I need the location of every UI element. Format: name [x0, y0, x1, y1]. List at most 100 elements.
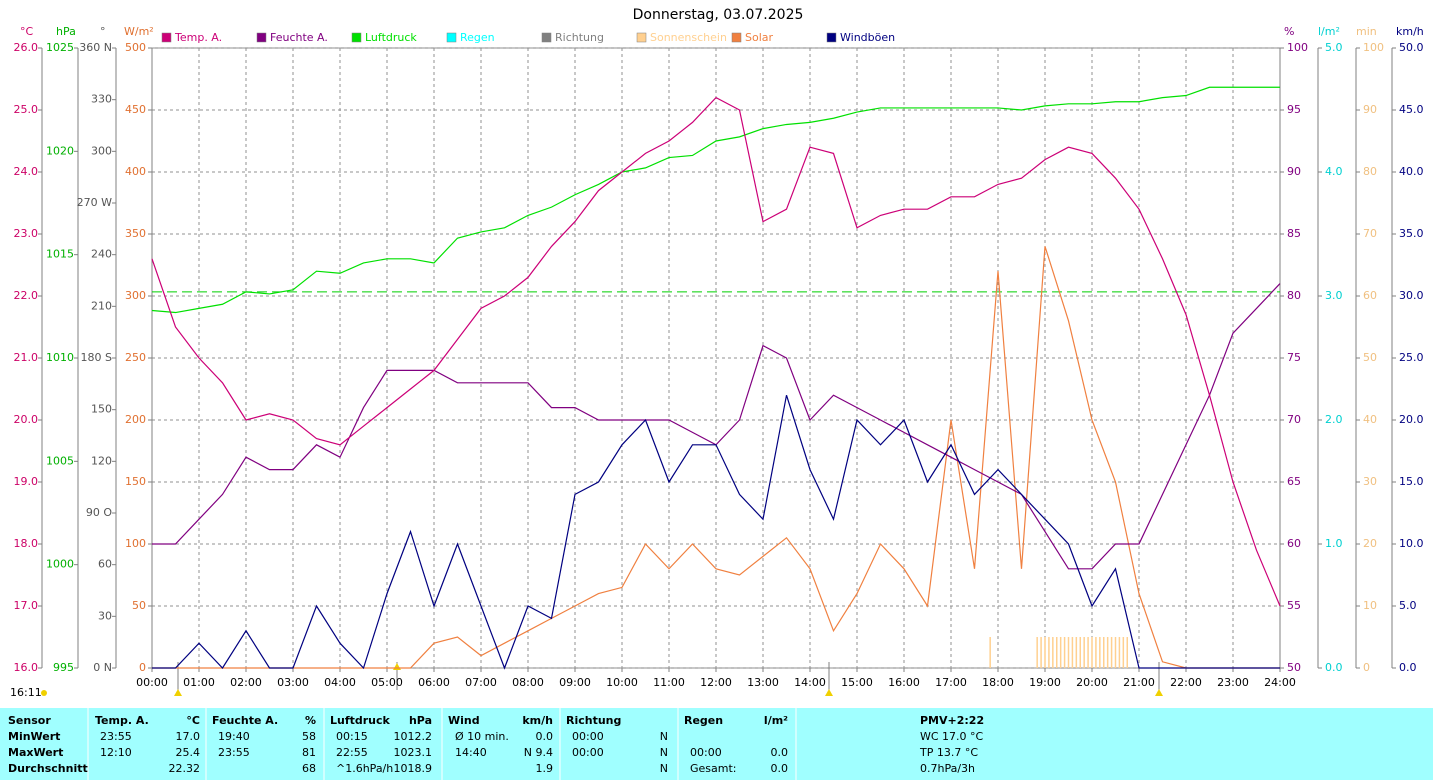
y-tick-label: 26.0	[14, 41, 39, 54]
table-header: °C	[186, 714, 200, 727]
table-cell: 68	[302, 762, 316, 775]
table-cell: 00:00	[572, 730, 604, 743]
table-dividers	[87, 708, 797, 780]
y-tick-label: 270 W	[77, 196, 112, 209]
y-tick-label: 25.0	[14, 103, 39, 116]
legend-label: Solar	[745, 31, 774, 44]
y-tick-label: 450	[125, 103, 146, 116]
legend-swatch	[446, 32, 457, 43]
y-tick-label: 90 O	[86, 506, 112, 519]
x-tick-label: 24:00	[1264, 676, 1296, 689]
table-cell: 00:00	[572, 746, 604, 759]
x-tick-label: 21:00	[1123, 676, 1155, 689]
y-tick-label: 50	[132, 599, 146, 612]
table-header: Luftdruck	[330, 714, 391, 727]
y-tick-label: 350	[125, 227, 146, 240]
x-tick-label: 16:00	[888, 676, 920, 689]
table-cell: 1.9	[536, 762, 554, 775]
y-tick-label: 90	[1363, 103, 1377, 116]
table-cell: 0.0	[771, 762, 789, 775]
table-cell: 1018.9	[394, 762, 433, 775]
x-tick-label: 12:00	[700, 676, 732, 689]
table-cell: N	[660, 730, 668, 743]
table-cell: Durchschnitt	[8, 762, 88, 775]
table-header: Feuchte A.	[212, 714, 278, 727]
series-line	[151, 86, 1280, 314]
table-cell: 0.0	[771, 746, 789, 759]
x-tick-label: 10:00	[606, 676, 638, 689]
y-tick-label: 100	[1363, 41, 1384, 54]
x-tick-label: 09:00	[559, 676, 591, 689]
x-tick-label: 08:00	[512, 676, 544, 689]
y-tick-label: 150	[125, 475, 146, 488]
legend-label: Sonnenschein	[650, 31, 727, 44]
table-cell: 12:10	[100, 746, 132, 759]
y-tick-label: 30.0	[1399, 289, 1424, 302]
y-tick-label: 70	[1363, 227, 1377, 240]
axis-unit: °C	[20, 25, 34, 38]
table-cell: 25.4	[176, 746, 201, 759]
y-tick-label: 15.0	[1399, 475, 1424, 488]
y-tick-label: 0	[139, 661, 146, 674]
y-tick-label: 24.0	[14, 165, 39, 178]
y-tick-label: 65	[1287, 475, 1301, 488]
legend-swatch	[161, 32, 172, 43]
table-header: l/m²	[764, 714, 788, 727]
table-cell: 58	[302, 730, 316, 743]
table-cell: 0.7hPa/3h	[920, 762, 975, 775]
y-tick-label: 85	[1287, 227, 1301, 240]
x-tick-label: 06:00	[418, 676, 450, 689]
x-tick-label: 15:00	[841, 676, 873, 689]
y-tick-label: 80	[1363, 165, 1377, 178]
y-tick-label: 95	[1287, 103, 1301, 116]
y-tick-label: 25.0	[1399, 351, 1424, 364]
table-cell: 00:15	[336, 730, 368, 743]
y-tick-label: 330	[91, 93, 112, 106]
y-tick-label: 20.0	[1399, 413, 1424, 426]
chart-title: Donnerstag, 03.07.2025	[633, 7, 804, 23]
x-tick-label: 02:00	[230, 676, 262, 689]
y-tick-label: 22.0	[14, 289, 39, 302]
y-tick-label: 50	[1287, 661, 1301, 674]
axis-unit: min	[1356, 25, 1377, 38]
legend-swatch	[541, 32, 552, 43]
y-tick-label: 50.0	[1399, 41, 1424, 54]
axis-unit: l/m²	[1318, 25, 1340, 38]
y-tick-label: 90	[1287, 165, 1301, 178]
legend-label: Regen	[460, 31, 495, 44]
table-cell: ^1.6hPa/h	[336, 762, 393, 775]
table-header: Sensor	[8, 714, 51, 727]
y-tick-label: 45.0	[1399, 103, 1424, 116]
y-tick-label: 400	[125, 165, 146, 178]
y-tick-label: 5.0	[1325, 41, 1343, 54]
y-tick-label: 60	[1363, 289, 1377, 302]
legend-swatch	[826, 32, 837, 43]
legend-swatch	[351, 32, 362, 43]
y-tick-label: 23.0	[14, 227, 39, 240]
y-tick-label: 250	[125, 351, 146, 364]
y-tick-label: 300	[125, 289, 146, 302]
legend-label: Richtung	[555, 31, 604, 44]
axis-unit: °	[100, 25, 106, 38]
legend-swatch	[256, 32, 267, 43]
y-tick-label: 55	[1287, 599, 1301, 612]
legend-swatch	[731, 32, 742, 43]
stats-table-bg	[0, 708, 1433, 780]
y-tick-label: 1005	[46, 454, 74, 467]
x-tick-label: 05:00	[371, 676, 403, 689]
legend-swatch	[636, 32, 647, 43]
table-cell: 1023.1	[394, 746, 433, 759]
x-tick-label: 22:00	[1170, 676, 1202, 689]
series-line	[151, 96, 1281, 607]
y-tick-label: 20	[1363, 537, 1377, 550]
x-tick-label: 17:00	[935, 676, 967, 689]
table-header: Regen	[684, 714, 723, 727]
x-tick-label: 14:00	[794, 676, 826, 689]
table-cell: 22:55	[336, 746, 368, 759]
table-cell: 14:40	[455, 746, 487, 759]
y-tick-label: 100	[125, 537, 146, 550]
y-tick-label: 240	[91, 248, 112, 261]
series-line	[152, 246, 1280, 669]
y-tick-label: 50	[1363, 351, 1377, 364]
y-tick-label: 120	[91, 454, 112, 467]
